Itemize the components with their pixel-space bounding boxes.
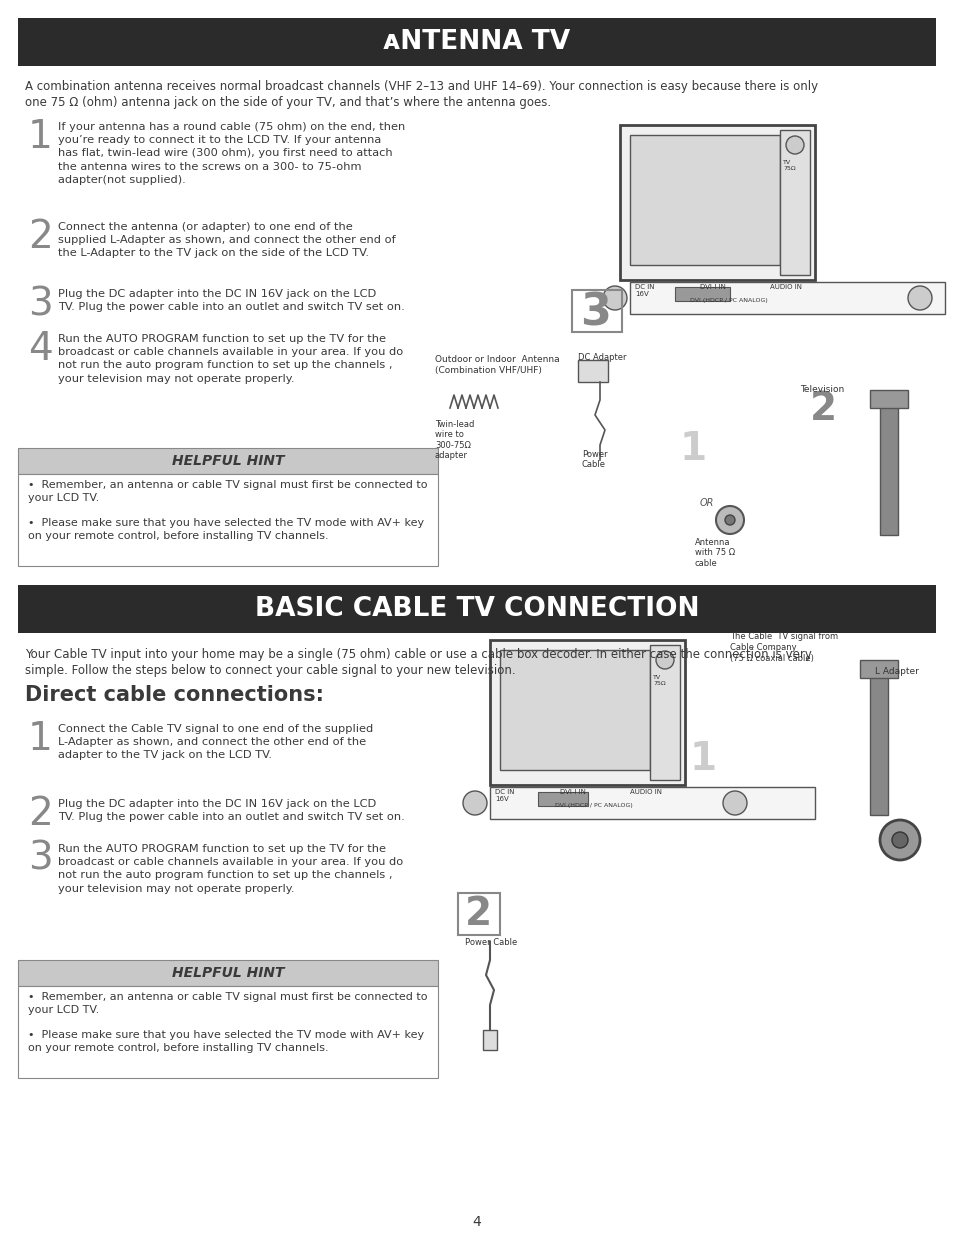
Text: Antenna
with 75 Ω
cable: Antenna with 75 Ω cable xyxy=(695,538,735,568)
Text: DVI-I IN: DVI-I IN xyxy=(559,789,585,795)
Bar xyxy=(869,390,907,408)
Text: 4: 4 xyxy=(28,330,52,368)
Text: Run the AUTO PROGRAM function to set up the TV for the
broadcast or cable channe: Run the AUTO PROGRAM function to set up … xyxy=(58,333,403,384)
Bar xyxy=(629,282,944,314)
Text: DVI (HDCP / PC ANALOG): DVI (HDCP / PC ANALOG) xyxy=(555,803,632,808)
Bar xyxy=(572,290,621,332)
Bar xyxy=(619,125,814,280)
Bar xyxy=(675,287,729,301)
Text: •  Please make sure that you have selected the TV mode with AV+ key
on your remo: • Please make sure that you have selecte… xyxy=(28,1030,424,1052)
Text: Your Cable TV input into your home may be a single (75 ohm) cable or use a cable: Your Cable TV input into your home may b… xyxy=(25,648,811,661)
Text: 1: 1 xyxy=(28,720,52,758)
Text: Connect the antenna (or adapter) to one end of the
supplied L-Adapter as shown, : Connect the antenna (or adapter) to one … xyxy=(58,222,395,258)
Text: 1: 1 xyxy=(679,430,706,468)
Text: AUDIO IN: AUDIO IN xyxy=(769,284,801,290)
Bar xyxy=(18,19,935,65)
Text: OR: OR xyxy=(700,498,714,508)
Text: BASIC CABLE TV CONNECTION: BASIC CABLE TV CONNECTION xyxy=(254,597,699,622)
Text: 4: 4 xyxy=(472,1215,481,1229)
Text: L Adapter: L Adapter xyxy=(874,667,918,676)
Bar xyxy=(18,448,437,474)
Bar xyxy=(629,135,780,266)
Text: If your antenna has a round cable (75 ohm) on the end, then
you’re ready to conn: If your antenna has a round cable (75 oh… xyxy=(58,122,405,185)
Text: ᴀNTENNA TV: ᴀNTENNA TV xyxy=(383,28,570,56)
Text: Power Cable: Power Cable xyxy=(464,939,517,947)
Circle shape xyxy=(462,790,486,815)
Text: DVI (HDCP / PC ANALOG): DVI (HDCP / PC ANALOG) xyxy=(689,298,767,303)
Text: Direct cable connections:: Direct cable connections: xyxy=(25,685,324,705)
Bar xyxy=(780,130,809,275)
Text: Television: Television xyxy=(800,385,843,394)
Text: 2: 2 xyxy=(809,390,836,429)
Circle shape xyxy=(724,515,734,525)
Circle shape xyxy=(785,136,803,154)
Text: Twin-lead
wire to
300-75Ω
adapter: Twin-lead wire to 300-75Ω adapter xyxy=(435,420,474,461)
Bar xyxy=(578,359,607,382)
Text: •  Remember, an antenna or cable TV signal must first be connected to
your LCD T: • Remember, an antenna or cable TV signa… xyxy=(28,480,427,503)
Circle shape xyxy=(722,790,746,815)
Text: •  Please make sure that you have selected the TV mode with AV+ key
on your remo: • Please make sure that you have selecte… xyxy=(28,517,424,541)
Text: Plug the DC adapter into the DC IN 16V jack on the LCD
TV. Plug the power cable : Plug the DC adapter into the DC IN 16V j… xyxy=(58,289,404,312)
Text: Plug the DC adapter into the DC IN 16V jack on the LCD
TV. Plug the power cable : Plug the DC adapter into the DC IN 16V j… xyxy=(58,799,404,823)
Bar xyxy=(869,664,887,815)
Circle shape xyxy=(716,506,743,534)
Circle shape xyxy=(602,287,626,310)
Bar xyxy=(490,787,814,819)
Bar xyxy=(499,650,649,769)
Text: •  Remember, an antenna or cable TV signal must first be connected to
your LCD T: • Remember, an antenna or cable TV signa… xyxy=(28,992,427,1015)
Text: one 75 Ω (ohm) antenna jack on the side of your TV, and that’s where the antenna: one 75 Ω (ohm) antenna jack on the side … xyxy=(25,96,551,109)
Text: DVI-I IN: DVI-I IN xyxy=(700,284,725,290)
Bar xyxy=(879,395,897,535)
Text: A combination antenna receives normal broadcast channels (VHF 2–13 and UHF 14–69: A combination antenna receives normal br… xyxy=(25,80,818,93)
Circle shape xyxy=(891,832,907,848)
Bar xyxy=(18,986,437,1078)
Bar xyxy=(859,659,897,678)
Circle shape xyxy=(656,651,673,669)
Text: Outdoor or Indoor  Antenna
(Combination VHF/UHF): Outdoor or Indoor Antenna (Combination V… xyxy=(435,354,559,375)
Text: DC IN
16V: DC IN 16V xyxy=(635,284,654,296)
Text: DC IN
16V: DC IN 16V xyxy=(495,789,514,802)
Text: 1: 1 xyxy=(28,119,52,156)
Text: 1: 1 xyxy=(689,740,717,778)
Circle shape xyxy=(879,820,919,860)
Circle shape xyxy=(907,287,931,310)
Text: 3: 3 xyxy=(28,285,52,324)
Bar xyxy=(490,640,684,785)
Bar xyxy=(537,792,587,806)
Bar xyxy=(457,893,499,935)
Text: HELPFUL HINT: HELPFUL HINT xyxy=(172,966,284,981)
Text: 2: 2 xyxy=(28,219,52,256)
Bar xyxy=(482,1030,497,1050)
Text: 3: 3 xyxy=(28,840,52,878)
Text: The Cable  TV signal from
Cable Company
(75 Ω coaxial cable): The Cable TV signal from Cable Company (… xyxy=(729,632,838,663)
Text: DC Adapter: DC Adapter xyxy=(578,353,626,362)
Bar xyxy=(18,585,935,634)
Text: TV
75Ω: TV 75Ω xyxy=(652,676,665,685)
Text: HELPFUL HINT: HELPFUL HINT xyxy=(172,454,284,468)
Bar xyxy=(649,645,679,781)
Bar xyxy=(18,960,437,986)
Text: simple. Follow the steps below to connect your cable signal to your new televisi: simple. Follow the steps below to connec… xyxy=(25,664,515,677)
Text: 2: 2 xyxy=(28,795,52,832)
Text: AUDIO IN: AUDIO IN xyxy=(629,789,661,795)
Text: Connect the Cable TV signal to one end of the supplied
L-Adapter as shown, and c: Connect the Cable TV signal to one end o… xyxy=(58,724,373,761)
Text: Power
Cable: Power Cable xyxy=(581,450,607,469)
Text: Run the AUTO PROGRAM function to set up the TV for the
broadcast or cable channe: Run the AUTO PROGRAM function to set up … xyxy=(58,844,403,894)
Text: 3: 3 xyxy=(579,291,610,335)
Text: 2: 2 xyxy=(464,895,492,932)
Bar xyxy=(18,474,437,566)
Text: TV
75Ω: TV 75Ω xyxy=(782,161,795,170)
